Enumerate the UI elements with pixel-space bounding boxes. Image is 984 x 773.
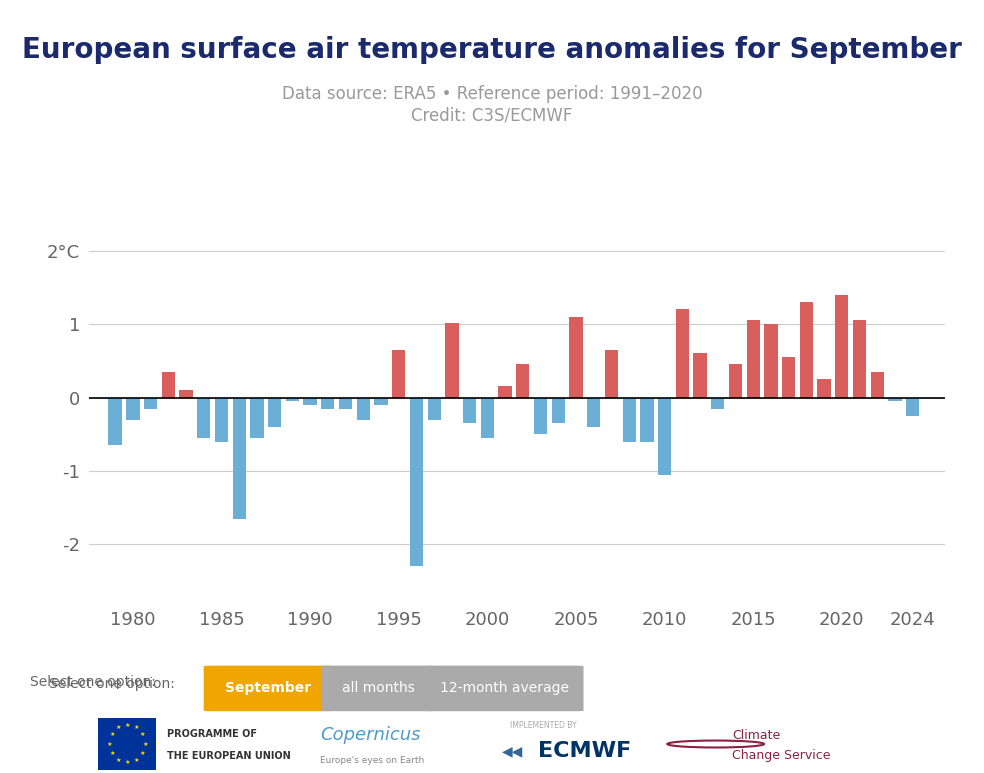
Text: ★: ★ [125,760,130,765]
Bar [765,324,777,397]
Bar [853,321,866,397]
Bar [658,397,671,475]
Text: ★: ★ [116,758,121,763]
Text: ★: ★ [125,723,130,728]
Bar [446,322,459,397]
Bar [800,302,813,397]
Bar [587,397,600,427]
FancyBboxPatch shape [322,666,436,711]
Bar [481,397,494,438]
Bar [409,397,423,567]
Bar [392,350,405,397]
Bar [303,397,317,405]
Text: THE EUROPEAN UNION: THE EUROPEAN UNION [167,751,290,761]
Text: ★: ★ [143,741,148,747]
Bar [605,350,618,397]
Bar [215,397,228,441]
Bar [835,295,848,397]
Bar [356,397,370,420]
Text: IMPLEMENTED BY: IMPLEMENTED BY [510,721,577,730]
Text: PROGRAMME OF: PROGRAMME OF [167,729,257,738]
Bar [126,397,140,420]
Text: all months: all months [342,682,415,696]
Text: ★: ★ [109,732,115,737]
Bar [641,397,653,441]
Bar [729,365,742,397]
Text: September: September [225,682,311,696]
Bar [268,397,281,427]
Bar [98,718,156,770]
Bar [676,309,689,397]
Text: ECMWF: ECMWF [538,741,632,761]
Text: Climate: Climate [732,729,780,742]
Bar [463,397,476,423]
Bar [285,397,299,401]
Bar [197,397,211,438]
FancyBboxPatch shape [425,666,584,711]
Text: Select one option:: Select one option: [30,675,155,689]
Text: ◀◀: ◀◀ [502,744,523,758]
Bar [517,365,529,397]
Text: ★: ★ [107,741,112,747]
Bar [427,397,441,420]
Text: European surface air temperature anomalies for September: European surface air temperature anomali… [22,36,962,64]
Bar [570,317,583,397]
Bar [499,386,512,397]
Text: Europe's eyes on Earth: Europe's eyes on Earth [321,756,424,764]
Text: Data source: ERA5 • Reference period: 1991–2020: Data source: ERA5 • Reference period: 19… [281,85,703,104]
Bar [623,397,636,441]
Bar [711,397,724,408]
Text: ★: ★ [134,758,139,763]
Bar [108,397,122,445]
FancyBboxPatch shape [204,666,333,711]
Bar [161,372,175,397]
Text: ★: ★ [140,751,146,756]
Bar [747,321,760,397]
Text: ★: ★ [140,732,146,737]
Bar [889,397,901,401]
Text: Credit: C3S/ECMWF: Credit: C3S/ECMWF [411,107,573,125]
Bar [906,397,919,416]
Text: 12-month average: 12-month average [440,682,569,696]
Bar [232,397,246,519]
Bar [144,397,157,408]
Bar [818,380,830,397]
Text: Change Service: Change Service [732,749,830,762]
Bar [871,372,884,397]
Text: Select one option:: Select one option: [49,677,175,691]
Text: ★: ★ [109,751,115,756]
Bar [552,397,565,423]
Bar [321,397,335,408]
Bar [374,397,388,405]
Text: Copernicus: Copernicus [321,727,421,744]
Bar [534,397,547,434]
Text: ★: ★ [134,725,139,730]
Bar [782,357,795,397]
Text: ★: ★ [116,725,121,730]
Bar [694,353,707,397]
Bar [179,390,193,397]
Bar [338,397,352,408]
Bar [250,397,264,438]
